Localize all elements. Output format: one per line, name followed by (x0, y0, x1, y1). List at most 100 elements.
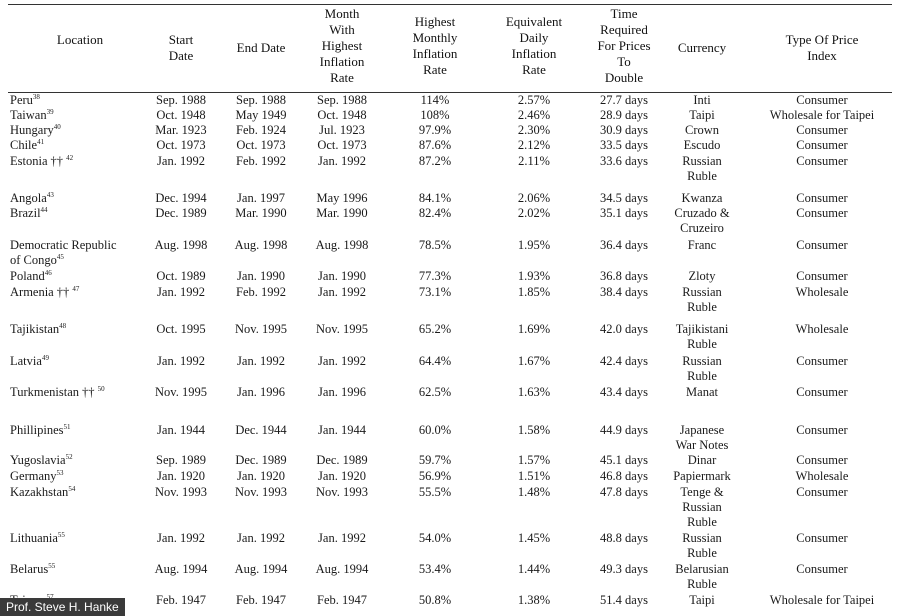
cell-highest: 54.0% (418, 531, 452, 545)
cell-month: Nov. 1995 (316, 322, 368, 336)
header-rule (8, 92, 892, 93)
cell-month: Oct. 1973 (317, 138, 367, 152)
cell-highest: 53.4% (418, 562, 452, 576)
cell-end: Feb. 1947 (236, 593, 286, 607)
cell-highest: 59.7% (418, 453, 452, 467)
dagger-mark: †† (56, 285, 70, 299)
cell-index: Consumer (796, 354, 848, 368)
cell-start: Jan. 1920 (157, 469, 205, 483)
currency-line: Zloty (688, 269, 716, 283)
header-line: Highest (414, 14, 456, 29)
cell-highest: 73.1% (418, 285, 452, 299)
header-line: Time (610, 6, 638, 21)
currency-line: Escudo (683, 138, 721, 152)
location-text: Turkmenistan (10, 385, 79, 399)
cell-currency: Crown (662, 123, 742, 138)
header-month-highest: Month With Highest Inflation Rate (302, 6, 382, 86)
cell-daily: 1.85% (517, 285, 551, 299)
cell-daily: 2.02% (517, 206, 551, 220)
cell-end: Jan. 1990 (237, 269, 285, 283)
footnote-number: 48 (59, 321, 67, 330)
cell-month: Jan. 1996 (318, 385, 366, 399)
cell-start: Nov. 1995 (155, 385, 207, 399)
footnote-number: 39 (46, 107, 54, 116)
footnote-number: 53 (56, 468, 64, 477)
cell-end: Aug. 1994 (234, 562, 288, 576)
cell-currency: Russian Ruble (662, 531, 742, 561)
currency-line: Taipi (689, 593, 715, 607)
cell-start: Jan. 1944 (157, 423, 205, 437)
footnote-number: 49 (41, 353, 49, 362)
cell-index: Consumer (796, 423, 848, 437)
header-start-date: Start Date (148, 32, 214, 64)
currency-line: Tajikistani (675, 322, 729, 336)
cell-time: 47.8 days (600, 485, 648, 499)
currency-line: Belarusian (675, 562, 729, 576)
cell-month: Jan. 1992 (318, 354, 366, 368)
cell-index: Wholesale (795, 285, 849, 299)
cell-index: Consumer (796, 453, 848, 467)
cell-daily: 2.57% (517, 93, 551, 107)
currency-line: Ruble (687, 515, 717, 529)
cell-start: Oct. 1948 (156, 108, 206, 122)
header-line: Inflation (412, 46, 458, 61)
top-rule (8, 4, 892, 5)
cell-index: Consumer (796, 93, 848, 107)
cell-highest: 64.4% (418, 354, 452, 368)
cell-month: Feb. 1947 (317, 593, 367, 607)
cell-time: 33.5 days (600, 138, 648, 152)
currency-line: Ruble (687, 169, 717, 183)
cell-location: Taiwan39 (10, 108, 150, 123)
header-currency: Currency (662, 40, 742, 56)
location-text: Phillipines (10, 423, 64, 437)
cell-index: Consumer (796, 138, 848, 152)
cell-daily: 1.44% (517, 562, 551, 576)
currency-line: Ruble (687, 369, 717, 383)
cell-daily: 1.45% (517, 531, 551, 545)
location-text: Kazakhstan (10, 485, 69, 499)
cell-end: Jan. 1996 (237, 385, 285, 399)
cell-start: Dec. 1994 (155, 191, 207, 205)
cell-time: 34.5 days (600, 191, 648, 205)
cell-highest: 114% (420, 93, 450, 107)
cell-highest: 65.2% (418, 322, 452, 336)
header-line: Currency (677, 40, 727, 55)
cell-month: Jul. 1923 (319, 123, 365, 137)
currency-line: Russian (682, 154, 722, 168)
cell-index: Consumer (796, 154, 848, 168)
currency-line: Ruble (687, 577, 717, 591)
cell-highest: 78.5% (418, 238, 452, 252)
footnote-number: 46 (44, 268, 52, 277)
cell-end: Oct. 1973 (236, 138, 286, 152)
cell-location: Kazakhstan54 (10, 485, 150, 500)
cell-index: Consumer (796, 562, 848, 576)
header-line: Location (56, 32, 104, 47)
cell-start: Sep. 1988 (156, 93, 206, 107)
location-text: Armenia (10, 285, 54, 299)
cell-month: Oct. 1948 (317, 108, 367, 122)
cell-daily: 1.95% (517, 238, 551, 252)
location-text: Chile (10, 138, 38, 152)
currency-line: Russian (682, 500, 722, 514)
cell-time: 35.1 days (600, 206, 648, 220)
cell-month: Mar. 1990 (316, 206, 368, 220)
cell-month: Aug. 1994 (315, 562, 369, 576)
header-line: Inflation (319, 54, 365, 69)
cell-end: Feb. 1992 (236, 154, 286, 168)
cell-time: 36.4 days (600, 238, 648, 252)
cell-location: Armenia †† 47 (10, 285, 150, 300)
cell-end: Nov. 1995 (235, 322, 287, 336)
cell-end: Mar. 1990 (235, 206, 287, 220)
footnote-number: 54 (68, 484, 76, 493)
cell-start: Aug. 1994 (154, 562, 208, 576)
cell-location: Democratic Republic of Congo45 (10, 238, 150, 268)
cell-month: Jan. 1944 (318, 423, 366, 437)
currency-line: Dinar (687, 453, 717, 467)
cell-time: 49.3 days (600, 562, 648, 576)
cell-currency: Manat (662, 385, 742, 400)
currency-line: Inti (693, 93, 711, 107)
cell-end: Jan. 1992 (237, 354, 285, 368)
cell-daily: 1.38% (517, 593, 551, 607)
cell-currency: Japanese War Notes (662, 423, 742, 453)
cell-location: Chile41 (10, 138, 150, 153)
